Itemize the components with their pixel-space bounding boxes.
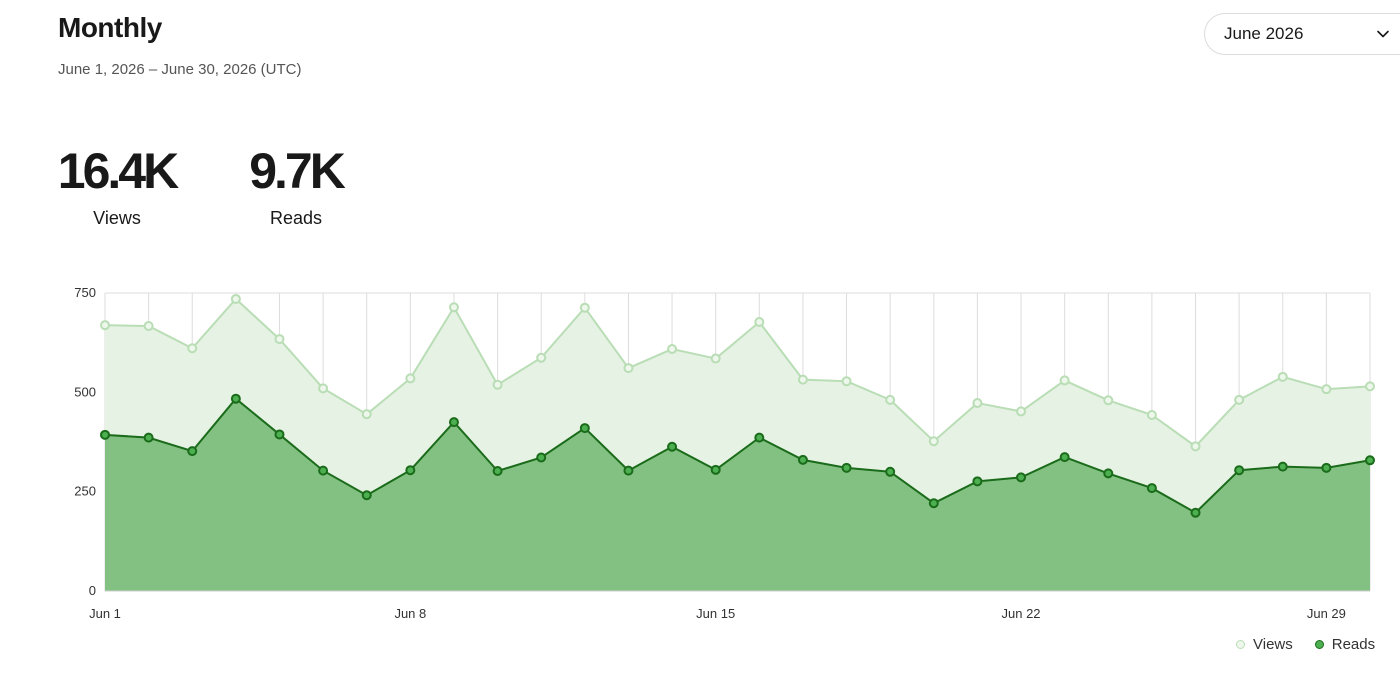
x-tick-label: Jun 15: [696, 606, 735, 621]
reads-point: [928, 498, 939, 509]
views-line: [104, 297, 1371, 448]
views-point: [579, 302, 590, 313]
reads-point: [1365, 455, 1375, 466]
views-point: [1146, 409, 1157, 420]
views-point: [1103, 395, 1114, 406]
reads-point: [143, 432, 154, 443]
reads-point: [710, 464, 721, 475]
reads-point: [1059, 452, 1070, 463]
month-select-value: June 2026: [1224, 24, 1304, 43]
reads-point: [623, 465, 634, 476]
views-point: [972, 398, 983, 409]
views-label: Views: [93, 208, 141, 228]
views-point: [1059, 375, 1070, 386]
reads-point: [274, 429, 285, 440]
y-tick-label: 750: [74, 285, 96, 300]
legend-item-views[interactable]: Views: [1236, 636, 1293, 653]
reads-point: [797, 454, 808, 465]
date-range: June 1, 2026 – June 30, 2026 (UTC): [58, 61, 302, 78]
reads-total: 9.7K: [249, 143, 346, 199]
reads-label: Reads: [269, 208, 323, 228]
reads-point: [1146, 483, 1157, 494]
reads-area: [105, 398, 1370, 591]
views-point: [1234, 394, 1245, 405]
reads-point: [1016, 472, 1027, 483]
views-point: [841, 376, 852, 387]
views-point: [448, 302, 459, 313]
month-select[interactable]: June 2026: [1204, 13, 1400, 55]
reads-point: [1190, 507, 1201, 518]
views-point: [667, 344, 678, 355]
reads-point: [318, 465, 329, 476]
legend-dot-views: [1236, 640, 1245, 649]
views-point: [710, 353, 721, 364]
views-point: [1277, 371, 1288, 382]
reads-point: [754, 432, 765, 443]
views-point: [885, 394, 896, 405]
reads-point: [492, 466, 503, 477]
x-tick-label: Jun 29: [1307, 606, 1346, 621]
reads-point: [448, 417, 459, 428]
reads-stat: 9.7K Reads: [248, 143, 346, 229]
views-point: [361, 409, 372, 420]
reads-point: [1103, 468, 1114, 479]
chart-legend: Views Reads: [1236, 636, 1375, 653]
views-point: [754, 317, 765, 328]
views-point: [492, 379, 503, 390]
reads-point: [667, 441, 678, 452]
x-tick-label: Jun 8: [394, 606, 426, 621]
views-point: [1016, 406, 1027, 417]
views-total: 16.4K: [57, 143, 179, 199]
y-tick-label: 250: [74, 484, 96, 499]
views-point: [623, 363, 634, 374]
reads-point: [405, 465, 416, 476]
reads-point: [100, 429, 110, 440]
page-title: Monthly: [58, 12, 162, 43]
views-point: [143, 320, 154, 331]
views-point: [536, 352, 547, 363]
views-point: [1321, 384, 1332, 395]
legend-item-reads[interactable]: Reads: [1314, 636, 1376, 653]
reads-point: [230, 393, 241, 404]
legend-label-views: Views: [1253, 636, 1293, 653]
reads-point: [579, 423, 590, 434]
reads-point: [972, 476, 983, 487]
views-point: [187, 343, 198, 354]
reads-point: [361, 490, 372, 501]
views-point: [1365, 381, 1375, 392]
y-tick-label: 500: [74, 384, 96, 399]
x-tick-label: Jun 1: [89, 606, 121, 621]
chevron-down-icon: [1377, 30, 1389, 38]
reads-point: [1234, 465, 1245, 476]
views-point: [405, 373, 416, 384]
reads-point: [187, 446, 198, 457]
views-point: [230, 293, 241, 304]
x-tick-label: Jun 22: [1002, 606, 1041, 621]
views-point: [274, 334, 285, 345]
views-point: [928, 436, 939, 447]
legend-dot-reads: [1314, 640, 1324, 649]
y-tick-label: 0: [89, 583, 96, 598]
views-point: [797, 374, 808, 385]
views-point: [318, 383, 329, 394]
reads-line: [104, 397, 1371, 514]
reads-point: [1277, 461, 1288, 472]
legend-label-reads: Reads: [1331, 636, 1376, 653]
reads-point: [1321, 462, 1332, 473]
views-stat: 16.4K Views: [56, 143, 179, 229]
views-point: [100, 320, 110, 331]
views-point: [1190, 441, 1201, 452]
reads-point: [841, 462, 852, 473]
reads-point: [536, 452, 547, 463]
reads-point: [885, 466, 896, 477]
